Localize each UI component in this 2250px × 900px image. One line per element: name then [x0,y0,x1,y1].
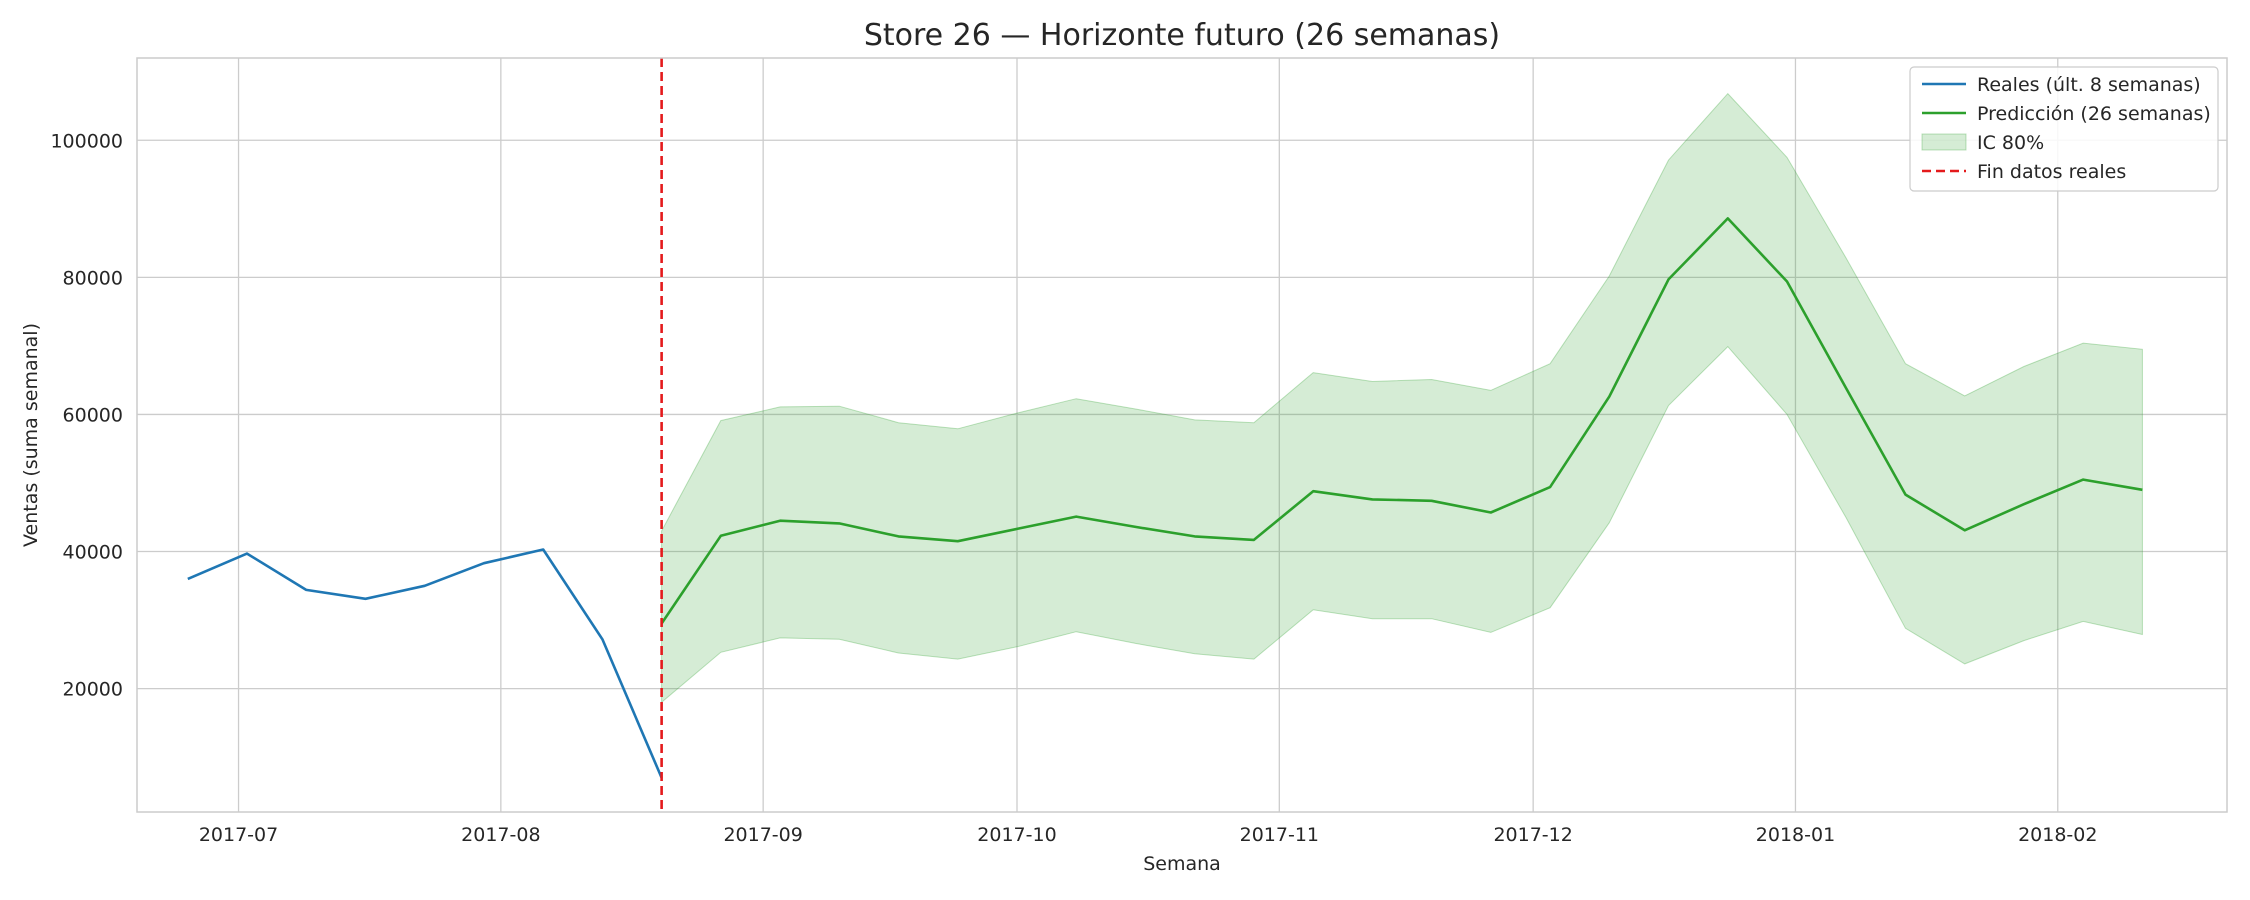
x-tick-label: 2017-07 [199,824,278,846]
legend-swatch [1921,133,1967,151]
x-tick-label: 2018-02 [2018,824,2097,846]
y-tick-label: 80000 [63,267,123,289]
y-tick-label: 20000 [63,679,123,701]
series-line-reales [187,548,663,779]
legend-label: Reales (últ. 8 semanas) [1977,74,2201,96]
y-tick-label: 40000 [63,542,123,564]
legend: Reales (últ. 8 semanas) Predicción (26 se… [1909,66,2219,192]
x-tick-label: 2017-09 [723,824,802,846]
plot-frame [136,57,2228,813]
x-tick-label: 2018-01 [1756,824,1835,846]
chart-title: Store 26 — Horizonte futuro (26 semanas) [864,18,1500,53]
legend-label: Predicción (26 semanas) [1977,103,2211,125]
y-tick-label: 60000 [63,404,123,426]
x-tick-label: 2017-12 [1493,824,1572,846]
x-axis-label: Semana [1143,853,1221,875]
y-tick-label: 100000 [50,130,123,152]
legend-label: Fin datos reales [1977,161,2126,183]
x-tick-label: 2017-08 [461,824,540,846]
axes: 20000 40000 60000 80000 100000 2017-07 2017-08… [50,130,2097,846]
grid [137,58,2227,812]
confidence-band-ic80 [661,92,2143,704]
legend-box [1909,66,2219,192]
series-lines-layer [187,58,2143,812]
legend-label: IC 80% [1977,132,2044,154]
x-tick-label: 2017-10 [977,824,1056,846]
y-axis-label: Ventas (suma semanal) [20,323,42,547]
series-line-prediccion [660,217,2143,625]
confidence-band-layer [661,92,2143,704]
x-tick-label: 2017-11 [1240,824,1319,846]
